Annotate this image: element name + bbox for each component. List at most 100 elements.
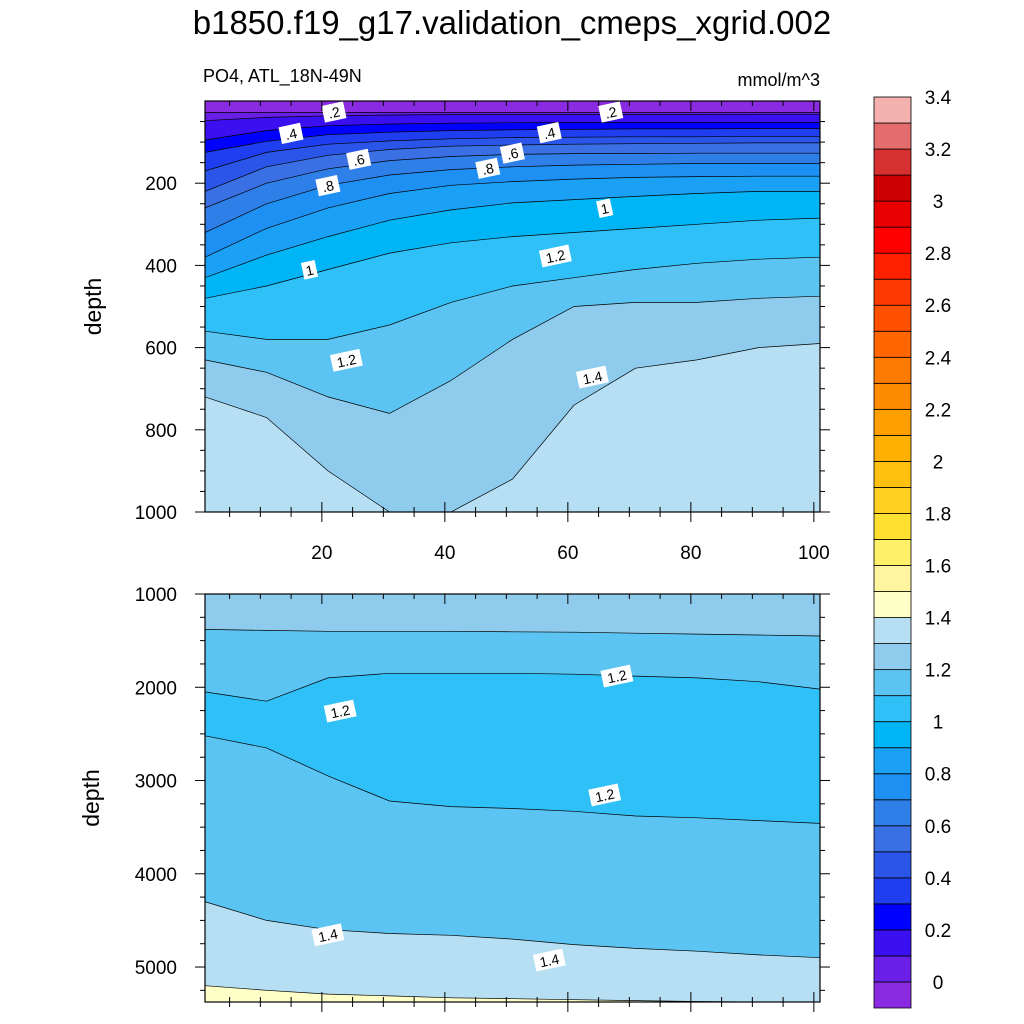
colorbar-label: 1.2 [925,661,951,682]
svg-text:.2: .2 [604,103,619,121]
contour-line [205,191,820,279]
y-axis-title: depth [80,278,106,336]
svg-text:1: 1 [304,262,315,279]
colorbar-swatch [873,929,912,957]
colorbar-label: 0.4 [925,869,952,890]
colorbar-swatch [873,903,912,931]
contour-line [205,122,820,141]
x-tick-label: 20 [311,543,332,564]
contour-label: 1.2 [329,348,363,372]
svg-text:1.2: 1.2 [594,786,617,806]
colorbar-swatch [873,434,912,462]
colorbar-label: 3.4 [925,88,952,109]
upper-panel: .2 .2 .4 .4 .6 .6 .8 .8 1 1 1.2 1.2 1.4 20 40 60 80 100 20… [80,100,830,564]
colorbar-swatch [873,200,912,228]
colorbar-swatch [873,148,912,176]
svg-text:1.2: 1.2 [329,702,352,722]
colorbar-swatch [873,513,912,540]
svg-text:1.4: 1.4 [538,951,561,971]
svg-text:1.2: 1.2 [335,351,358,371]
y-axis-title: depth [78,769,104,827]
colorbar-swatch [873,174,912,202]
y-tick-label: 1000 [135,503,177,524]
colorbar-swatch [873,460,912,488]
colorbar-label: 3.2 [925,140,951,161]
contour-label: .4 [278,122,304,145]
y-tick-label: 1000 [135,585,177,606]
svg-text:.4: .4 [284,125,299,143]
contour-line [205,735,820,824]
contour-label: .8 [475,157,501,179]
contour-line [205,629,820,637]
y-tick-label: 5000 [135,958,177,979]
colorbar-label: 0.8 [925,765,951,786]
colorbar: 0 0.2 0.4 0.6 0.8 1 1.2 1.4 1.6 1.8 2 2.2 2.4 2.6 2.8 3… [873,88,952,1009]
contour-label: .8 [315,175,341,197]
x-tick-label: 60 [557,543,578,564]
contour-line [205,295,820,414]
svg-text:.8: .8 [481,160,496,178]
x-tick-label: 100 [798,543,830,564]
svg-text:1.2: 1.2 [544,247,567,267]
colorbar-swatch [873,799,912,827]
contour-label: 1 [596,198,614,218]
colorbar-label: 0.6 [925,817,951,838]
contour-label: 1.2 [600,664,634,688]
contour-band [205,901,820,1002]
chart-title: b1850.f19_g17.validation_cmeps_xgrid.002 [192,4,832,41]
colorbar-swatch [873,825,912,853]
contour-line [205,256,820,340]
colorbar-label: 2 [933,452,944,473]
colorbar-swatch [873,617,912,644]
colorbar-swatch [873,226,912,254]
contour-label: 1.2 [538,244,572,268]
contour-line [205,163,820,233]
svg-text:1.4: 1.4 [581,368,604,388]
contour-label: .4 [536,122,562,144]
colorbar-swatch [873,96,912,124]
svg-text:.2: .2 [327,103,342,121]
contour-label: .2 [598,101,624,123]
contour-label: 1.2 [588,783,622,807]
contour-label: 1 [300,260,319,280]
colorbar-swatch [873,330,912,358]
colorbar-swatch [873,591,912,618]
colorbar-swatch [873,382,912,410]
colorbar-label: 0.2 [925,921,951,942]
contour-line [205,113,820,122]
units-label: mmol/m^3 [738,70,820,90]
colorbar-swatch [873,955,912,983]
colorbar-label: 1.4 [925,609,952,630]
contour-line [205,672,820,702]
svg-text:.4: .4 [542,124,557,142]
svg-text:.6: .6 [505,145,520,163]
colorbar-label: 1 [933,713,944,734]
colorbar-label: 3 [933,192,944,213]
colorbar-swatch [873,669,912,697]
y-tick-label: 4000 [135,865,177,886]
colorbar-swatch [873,565,912,592]
contour-band [205,985,820,1002]
y-tick-label: 2000 [135,678,177,699]
colorbar-label: 2.2 [925,400,951,421]
colorbar-swatch [873,643,912,671]
colorbar-label: 2.6 [925,296,951,317]
colorbar-swatch [873,487,912,514]
x-tick-label: 40 [434,543,455,564]
colorbar-swatch [873,252,912,280]
svg-text:1.4: 1.4 [317,925,340,945]
variable-label: PO4, ATL_18N-49N [203,66,362,87]
contour-label: .2 [321,101,347,123]
colorbar-swatch [873,539,912,566]
colorbar-swatch [873,721,912,749]
colorbar-swatch [873,408,912,436]
colorbar-swatch [873,877,912,905]
contour-line [205,343,820,512]
contour-band [205,343,820,512]
plot-frame [204,593,821,1003]
svg-text:1.2: 1.2 [606,667,629,687]
contour-line [205,135,820,172]
colorbar-swatch [873,356,912,384]
contour-line [205,175,820,258]
